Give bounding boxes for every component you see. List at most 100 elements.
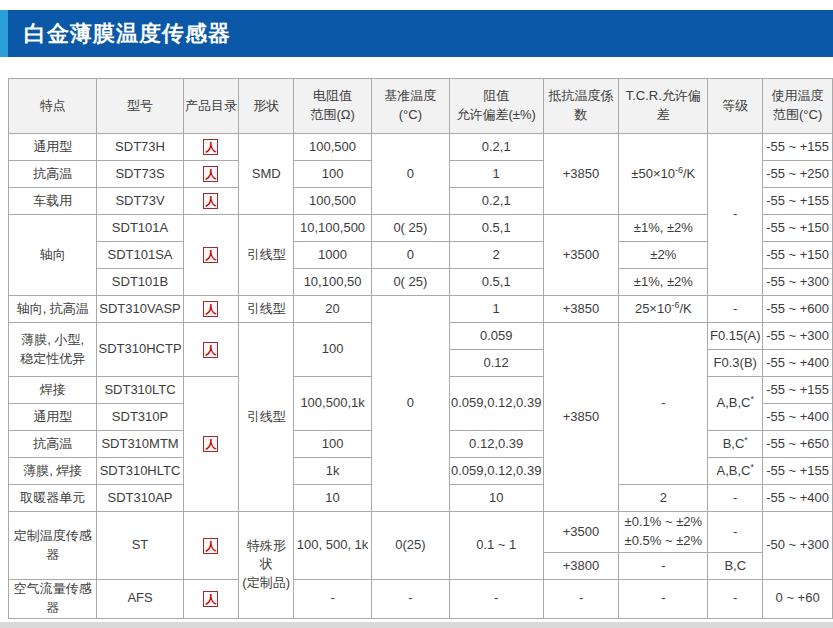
pdf-icon[interactable]: 人 [203,166,218,182]
pdf-icon[interactable]: 人 [203,193,218,209]
table-cell: 0(25) [372,512,450,580]
table-cell: +3850 [543,323,619,512]
column-header: 使用温度范围(°C) [763,79,833,134]
table-cell: B,C* [708,431,763,458]
catalog-cell: 人 [183,188,239,215]
column-header: 特点 [9,79,97,134]
table-cell: -55 ~ +400 [763,485,833,512]
table-cell: 100 [294,431,372,458]
table-cell: -55 ~ +155 [763,188,833,215]
table-cell: 引线型 [239,215,294,296]
table-cell: B,C [708,553,763,580]
table-row: 轴向, 抗高温SDT310VASP人引线型2001+385025×10-6/K-… [9,296,833,323]
column-header: 等级 [708,79,763,134]
column-header: 产品目录 [183,79,239,134]
table-cell: 薄膜, 小型,稳定性优异 [9,323,97,377]
table-cell: 25×10-6/K [619,296,708,323]
table-cell: 100,500 [294,188,372,215]
table-cell: -55 ~ +150 [763,215,833,242]
table-cell: -55 ~ +300 [763,323,833,350]
table-cell: 0.5,1 [449,269,543,296]
table-cell: - [619,580,708,619]
table-cell: - [372,580,450,619]
table-cell: 100 [294,323,372,377]
table-cell: +3850 [543,134,619,215]
table-cell: SMD [239,134,294,215]
table-cell: SDT310VASP [97,296,183,323]
pdf-icon[interactable]: 人 [203,538,218,554]
table-cell: 0.2,1 [449,134,543,161]
table-cell: - [708,134,763,296]
table-cell: 车载用 [9,188,97,215]
table-cell: ST [97,512,183,580]
table-cell: - [708,485,763,512]
column-header: 抵抗温度係数 [543,79,619,134]
table-cell: SDT101B [97,269,183,296]
table-cell: 1 [449,161,543,188]
table-body: 通用型SDT73H人SMD100,50000.2,1+3850±50×10-6/… [9,134,833,619]
table-cell: 1000 [294,242,372,269]
table-cell: SDT310HLTC [97,458,183,485]
sensor-spec-table: 特点型号产品目录形状电阻值范围(Ω)基准温度(°C)阻值允许偏差(±%)抵抗温度… [8,78,833,619]
table-cell: SDT310P [97,404,183,431]
table-cell: -55 ~ +400 [763,404,833,431]
title-banner: 白金薄膜温度传感器 [0,10,833,57]
table-cell: SDT310LTC [97,377,183,404]
table-cell: 薄膜, 焊接 [9,458,97,485]
table-cell: 100,500 [294,134,372,161]
table-cell: 0.2,1 [449,188,543,215]
table-cell: - [543,580,619,619]
table-cell: +3800 [543,553,619,580]
pdf-icon[interactable]: 人 [203,436,218,452]
footer-strip [0,622,833,628]
catalog-cell: 人 [183,296,239,323]
table-cell: SDT310HCTP [97,323,183,377]
pdf-icon[interactable]: 人 [203,591,218,607]
pdf-icon[interactable]: 人 [203,342,218,358]
pdf-icon[interactable]: 人 [203,139,218,155]
catalog-cell: 人 [183,580,239,619]
table-cell: SDT310MTM [97,431,183,458]
table-cell: 通用型 [9,404,97,431]
table-cell: 1k [294,458,372,485]
table-cell: - [294,580,372,619]
table-cell: A,B,C* [708,377,763,431]
table-cell: 轴向, 抗高温 [9,296,97,323]
table-cell: SDT310AP [97,485,183,512]
pdf-icon[interactable]: 人 [203,301,218,317]
table-cell: -55 ~ +650 [763,431,833,458]
table-cell: 100, 500, 1k [294,512,372,580]
table-cell: 1 [449,296,543,323]
table-row: 通用型SDT73H人SMD100,50000.2,1+3850±50×10-6/… [9,134,833,161]
table-cell: 2 [619,485,708,512]
column-header: T.C.R.允许偏差 [619,79,708,134]
catalog-cell: 人 [183,215,239,296]
table-cell: +3500 [543,512,619,553]
table-cell: 0.5,1 [449,215,543,242]
pdf-icon[interactable]: 人 [203,247,218,263]
table-cell: AFS [97,580,183,619]
catalog-cell: 人 [183,377,239,512]
table-cell: +3500 [543,215,619,296]
table-cell: 0 [372,296,450,512]
table-cell: ±1%, ±2% [619,215,708,242]
table-cell: 0 ~ +60 [763,580,833,619]
table-cell: -55 ~ +300 [763,269,833,296]
table-cell: 100,500,1k [294,377,372,431]
table-cell: ±2% [619,242,708,269]
table-cell: 0( 25) [372,269,450,296]
table-cell: +3850 [543,296,619,323]
table-cell: -55 ~ +155 [763,377,833,404]
catalog-cell: 人 [183,512,239,580]
table-cell: 空气流量传感器 [9,580,97,619]
table-cell: 10,100,50 [294,269,372,296]
table-cell: SDT73H [97,134,183,161]
table-cell: -55 ~ +600 [763,296,833,323]
table-cell: - [619,323,708,485]
table-cell: 20 [294,296,372,323]
table-cell: -55 ~ +155 [763,134,833,161]
table-cell: 10 [449,485,543,512]
table-cell: 0.059,0.12,0.39 [449,458,543,485]
table-cell: 抗高温 [9,161,97,188]
catalog-cell: 人 [183,134,239,161]
